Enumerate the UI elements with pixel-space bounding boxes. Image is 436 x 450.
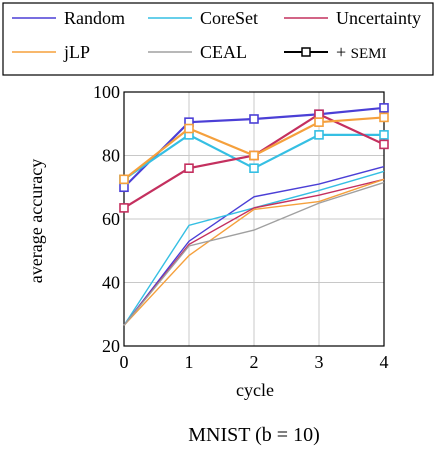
semi-point-random: [119, 182, 129, 193]
semi-point-uncertainty: [119, 203, 129, 213]
legend-label-random: Random: [64, 8, 125, 28]
legend-marker-semi: [301, 47, 311, 57]
y-tick-labels: 20 40 60 80 100: [93, 82, 120, 356]
x-tick-labels: 0 1 2 3 4: [120, 352, 389, 372]
plot-frame: [123, 91, 385, 347]
y-tick-label: 20: [102, 336, 120, 356]
chart-caption: MNIST (b = 10): [188, 424, 319, 446]
x-tick-label: 4: [380, 352, 389, 372]
series-layer: [119, 103, 389, 326]
x-tick-label: 3: [315, 352, 324, 372]
semi-point-random: [249, 114, 259, 124]
legend-label-jlp: jLP: [63, 42, 90, 62]
x-tick-label: 0: [120, 352, 129, 372]
legend-label-uncertainty: Uncertainty: [336, 8, 421, 28]
legend-label-semi: + SEMI: [336, 42, 387, 62]
semi-point-jlp: [249, 150, 259, 161]
y-tick-label: 100: [93, 82, 120, 102]
legend-label-ceal: CEAL: [200, 42, 247, 62]
semi-point-coreset: [379, 130, 389, 140]
legend-box: [2, 2, 434, 76]
semi-point-coreset: [249, 163, 259, 173]
x-axis-title: cycle: [236, 380, 274, 400]
semi-point-uncertainty: [314, 109, 324, 120]
semi-point-uncertainty: [184, 163, 194, 173]
semi-point-coreset: [314, 130, 324, 140]
series-line-random: [123, 165, 385, 326]
semi-point-random: [379, 103, 389, 113]
x-tick-label: 2: [250, 352, 259, 372]
semi-point-jlp: [379, 112, 389, 123]
y-tick-label: 80: [102, 146, 120, 166]
semi-point-jlp: [314, 117, 324, 127]
semi-point-jlp: [184, 123, 194, 134]
x-tick-label: 1: [185, 352, 194, 372]
y-tick-label: 40: [102, 273, 120, 293]
series-line-ceal: [123, 181, 385, 326]
grid: [123, 91, 385, 347]
legend-label-coreset: CoreSet: [200, 8, 258, 28]
series-line-jlp: [123, 178, 385, 326]
legend: Random CoreSet Uncertainty jLP CEAL + SEMI: [2, 2, 434, 76]
semi-point-jlp: [119, 174, 129, 185]
y-tick-label: 60: [102, 209, 120, 229]
y-axis-title: average accuracy: [26, 159, 46, 283]
semi-point-uncertainty: [379, 139, 389, 150]
